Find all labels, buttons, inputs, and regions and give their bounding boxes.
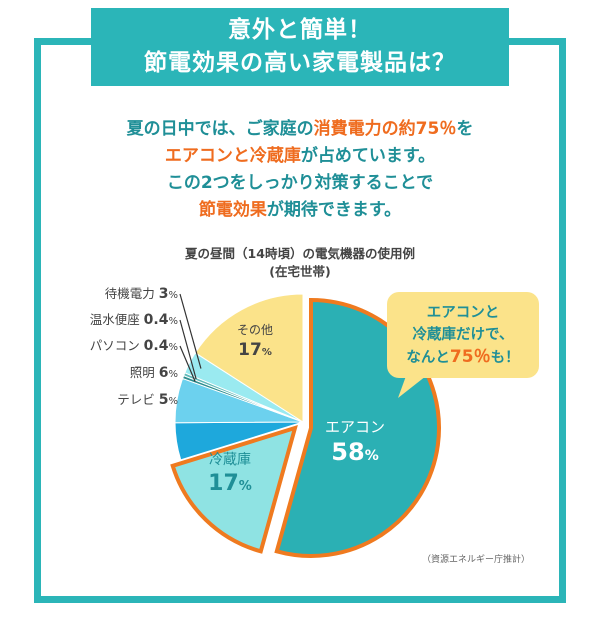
banner-line-1: 意外と簡単！ [228,17,372,43]
outside-label-2: テレビ 5% [117,392,178,408]
leader-line-5 [179,319,197,380]
callout-l3a: なんと [406,349,450,366]
callout-l1: エアコンと [426,304,500,321]
slice-label-1: 冷蔵庫 [209,451,251,468]
intro-text: 夏の日中では、ご家庭の消費電力の約75％を エアコンと冷蔵庫が占めています。 こ… [60,116,540,224]
chart-subtitle: (在宅世帯) [269,264,331,279]
intro-l1a: 夏の日中では、ご家庭の [126,119,314,139]
chart-title: 夏の昼間（14時頃）の電気機器の使用例 (在宅世帯) [150,245,450,281]
callout-bubble: エアコンと 冷蔵庫だけで、 なんと75％も！ [387,292,539,378]
callout-pointer [398,376,426,398]
callout-l3b: 75％ [449,346,491,367]
intro-l2b: が占めています。 [300,146,436,166]
banner-line-2: 節電効果の高い家電製品は？ [144,50,456,76]
outside-label-6: 待機電力 3% [105,286,178,302]
slice-value-0: 58% [331,438,378,466]
intro-l4b: が期待できます。 [266,200,402,220]
leader-line-4 [179,345,196,382]
leader-line-6 [179,293,202,369]
pie-slice-7 [194,293,304,423]
source-note: （資源エネルギー庁推計） [421,555,530,565]
title-banner: 意外と簡単！ 節電効果の高い家電製品は？ [91,8,509,86]
intro-l1b: 消費電力の約75％ [313,119,457,139]
callout-l3c: も！ [490,349,520,366]
intro-l1c: を [456,119,474,139]
chart-title-text: 夏の昼間（14時頃）の電気機器の使用例 [185,246,415,261]
callout-l2: 冷蔵庫だけで、 [412,326,514,343]
intro-l4a: 節電効果 [198,200,267,220]
pie-slice-1 [170,425,298,554]
slice-value-1: 17% [208,471,252,496]
intro-l3: この2つをしっかり対策することで [166,173,434,193]
outside-label-4: パソコン 0.4% [90,338,178,354]
intro-l2a: エアコンと冷蔵庫 [164,146,301,166]
outside-label-5: 温水便座 0.4% [90,312,178,328]
slice-label-7: その他 [237,323,273,337]
slice-value-7: 17% [238,340,272,360]
outside-label-3: 照明 6% [130,365,178,381]
slice-label-0: エアコン [325,418,385,436]
